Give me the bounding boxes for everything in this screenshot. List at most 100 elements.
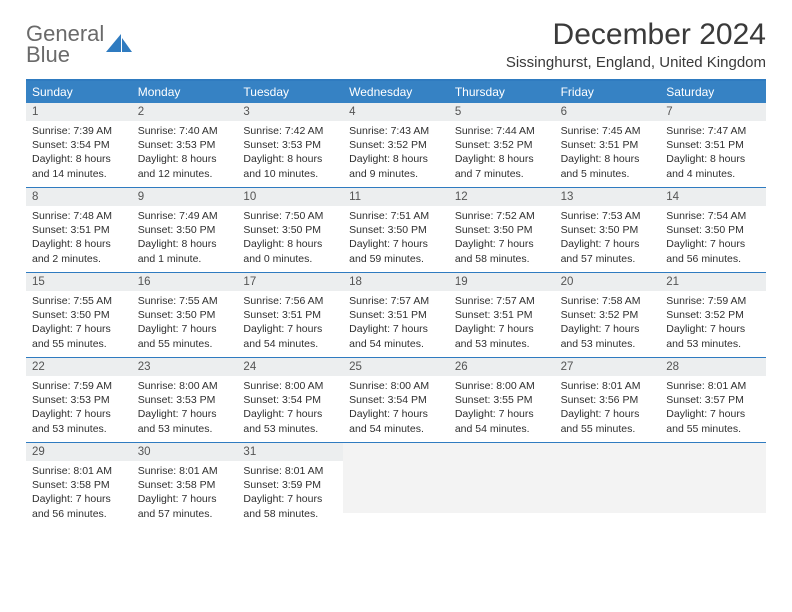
day-ss: Sunset: 3:59 PM xyxy=(243,478,337,492)
day-sr: Sunrise: 7:56 AM xyxy=(243,294,337,308)
calendar-cell: 24Sunrise: 8:00 AMSunset: 3:54 PMDayligh… xyxy=(237,358,343,442)
day-number: 28 xyxy=(660,358,766,376)
day-details: Sunrise: 7:40 AMSunset: 3:53 PMDaylight:… xyxy=(132,121,238,187)
day-details: Sunrise: 8:00 AMSunset: 3:54 PMDaylight:… xyxy=(343,376,449,442)
day-d2: and 53 minutes. xyxy=(243,422,337,436)
day-d2: and 57 minutes. xyxy=(561,252,655,266)
day-d2: and 54 minutes. xyxy=(243,337,337,351)
day-details xyxy=(555,449,661,513)
day-details: Sunrise: 7:59 AMSunset: 3:53 PMDaylight:… xyxy=(26,376,132,442)
day-d1: Daylight: 8 hours xyxy=(455,152,549,166)
calendar-cell: 13Sunrise: 7:53 AMSunset: 3:50 PMDayligh… xyxy=(555,188,661,272)
day-sr: Sunrise: 7:47 AM xyxy=(666,124,760,138)
day-d2: and 54 minutes. xyxy=(349,422,443,436)
day-sr: Sunrise: 8:01 AM xyxy=(561,379,655,393)
calendar-cell-empty xyxy=(555,443,661,527)
day-number: 15 xyxy=(26,273,132,291)
day-details: Sunrise: 7:42 AMSunset: 3:53 PMDaylight:… xyxy=(237,121,343,187)
day-details: Sunrise: 8:00 AMSunset: 3:55 PMDaylight:… xyxy=(449,376,555,442)
day-number: 23 xyxy=(132,358,238,376)
day-sr: Sunrise: 7:39 AM xyxy=(32,124,126,138)
day-number: 17 xyxy=(237,273,343,291)
daynames-row: Sunday Monday Tuesday Wednesday Thursday… xyxy=(26,81,766,103)
day-number: 22 xyxy=(26,358,132,376)
day-ss: Sunset: 3:53 PM xyxy=(32,393,126,407)
day-sr: Sunrise: 7:55 AM xyxy=(32,294,126,308)
day-details: Sunrise: 7:53 AMSunset: 3:50 PMDaylight:… xyxy=(555,206,661,272)
calendar-cell: 2Sunrise: 7:40 AMSunset: 3:53 PMDaylight… xyxy=(132,103,238,187)
calendar-cell: 22Sunrise: 7:59 AMSunset: 3:53 PMDayligh… xyxy=(26,358,132,442)
day-number: 9 xyxy=(132,188,238,206)
day-number: 8 xyxy=(26,188,132,206)
week-row: 29Sunrise: 8:01 AMSunset: 3:58 PMDayligh… xyxy=(26,443,766,527)
day-sr: Sunrise: 7:53 AM xyxy=(561,209,655,223)
day-ss: Sunset: 3:52 PM xyxy=(349,138,443,152)
day-d2: and 53 minutes. xyxy=(455,337,549,351)
day-number: 26 xyxy=(449,358,555,376)
day-details: Sunrise: 7:51 AMSunset: 3:50 PMDaylight:… xyxy=(343,206,449,272)
calendar-cell: 3Sunrise: 7:42 AMSunset: 3:53 PMDaylight… xyxy=(237,103,343,187)
day-details: Sunrise: 7:52 AMSunset: 3:50 PMDaylight:… xyxy=(449,206,555,272)
day-ss: Sunset: 3:51 PM xyxy=(666,138,760,152)
calendar-cell: 29Sunrise: 8:01 AMSunset: 3:58 PMDayligh… xyxy=(26,443,132,527)
day-details: Sunrise: 8:01 AMSunset: 3:59 PMDaylight:… xyxy=(237,461,343,527)
day-d1: Daylight: 7 hours xyxy=(349,322,443,336)
day-sr: Sunrise: 7:50 AM xyxy=(243,209,337,223)
calendar-cell: 19Sunrise: 7:57 AMSunset: 3:51 PMDayligh… xyxy=(449,273,555,357)
day-ss: Sunset: 3:55 PM xyxy=(455,393,549,407)
day-ss: Sunset: 3:54 PM xyxy=(349,393,443,407)
day-d1: Daylight: 8 hours xyxy=(32,152,126,166)
day-number: 18 xyxy=(343,273,449,291)
day-sr: Sunrise: 7:51 AM xyxy=(349,209,443,223)
day-sr: Sunrise: 7:49 AM xyxy=(138,209,232,223)
day-d2: and 12 minutes. xyxy=(138,167,232,181)
day-d1: Daylight: 7 hours xyxy=(138,322,232,336)
calendar-cell: 21Sunrise: 7:59 AMSunset: 3:52 PMDayligh… xyxy=(660,273,766,357)
day-ss: Sunset: 3:51 PM xyxy=(561,138,655,152)
day-number: 5 xyxy=(449,103,555,121)
day-d2: and 14 minutes. xyxy=(32,167,126,181)
day-sr: Sunrise: 7:59 AM xyxy=(32,379,126,393)
day-d1: Daylight: 7 hours xyxy=(32,407,126,421)
day-ss: Sunset: 3:50 PM xyxy=(138,223,232,237)
calendar: Sunday Monday Tuesday Wednesday Thursday… xyxy=(26,79,766,527)
day-d2: and 54 minutes. xyxy=(455,422,549,436)
day-details: Sunrise: 7:44 AMSunset: 3:52 PMDaylight:… xyxy=(449,121,555,187)
day-details: Sunrise: 7:49 AMSunset: 3:50 PMDaylight:… xyxy=(132,206,238,272)
day-number: 14 xyxy=(660,188,766,206)
day-d1: Daylight: 7 hours xyxy=(561,407,655,421)
day-sr: Sunrise: 7:54 AM xyxy=(666,209,760,223)
calendar-cell: 9Sunrise: 7:49 AMSunset: 3:50 PMDaylight… xyxy=(132,188,238,272)
day-d1: Daylight: 7 hours xyxy=(32,322,126,336)
calendar-cell: 15Sunrise: 7:55 AMSunset: 3:50 PMDayligh… xyxy=(26,273,132,357)
day-details: Sunrise: 8:01 AMSunset: 3:56 PMDaylight:… xyxy=(555,376,661,442)
day-sr: Sunrise: 7:57 AM xyxy=(349,294,443,308)
dayname: Saturday xyxy=(660,81,766,103)
day-number: 29 xyxy=(26,443,132,461)
dayname: Tuesday xyxy=(237,81,343,103)
day-sr: Sunrise: 7:48 AM xyxy=(32,209,126,223)
day-number: 30 xyxy=(132,443,238,461)
day-number: 25 xyxy=(343,358,449,376)
day-sr: Sunrise: 8:01 AM xyxy=(32,464,126,478)
day-ss: Sunset: 3:57 PM xyxy=(666,393,760,407)
day-details: Sunrise: 7:57 AMSunset: 3:51 PMDaylight:… xyxy=(449,291,555,357)
day-details: Sunrise: 8:01 AMSunset: 3:58 PMDaylight:… xyxy=(26,461,132,527)
calendar-cell: 12Sunrise: 7:52 AMSunset: 3:50 PMDayligh… xyxy=(449,188,555,272)
day-sr: Sunrise: 8:00 AM xyxy=(349,379,443,393)
day-number: 11 xyxy=(343,188,449,206)
day-d1: Daylight: 7 hours xyxy=(243,407,337,421)
day-d2: and 56 minutes. xyxy=(666,252,760,266)
day-number: 20 xyxy=(555,273,661,291)
day-d2: and 55 minutes. xyxy=(32,337,126,351)
day-d1: Daylight: 7 hours xyxy=(455,322,549,336)
calendar-cell: 17Sunrise: 7:56 AMSunset: 3:51 PMDayligh… xyxy=(237,273,343,357)
day-details: Sunrise: 8:00 AMSunset: 3:54 PMDaylight:… xyxy=(237,376,343,442)
calendar-cell: 5Sunrise: 7:44 AMSunset: 3:52 PMDaylight… xyxy=(449,103,555,187)
day-d1: Daylight: 7 hours xyxy=(349,237,443,251)
day-ss: Sunset: 3:53 PM xyxy=(138,138,232,152)
day-ss: Sunset: 3:56 PM xyxy=(561,393,655,407)
day-details: Sunrise: 7:59 AMSunset: 3:52 PMDaylight:… xyxy=(660,291,766,357)
calendar-cell: 31Sunrise: 8:01 AMSunset: 3:59 PMDayligh… xyxy=(237,443,343,527)
day-d1: Daylight: 8 hours xyxy=(243,152,337,166)
